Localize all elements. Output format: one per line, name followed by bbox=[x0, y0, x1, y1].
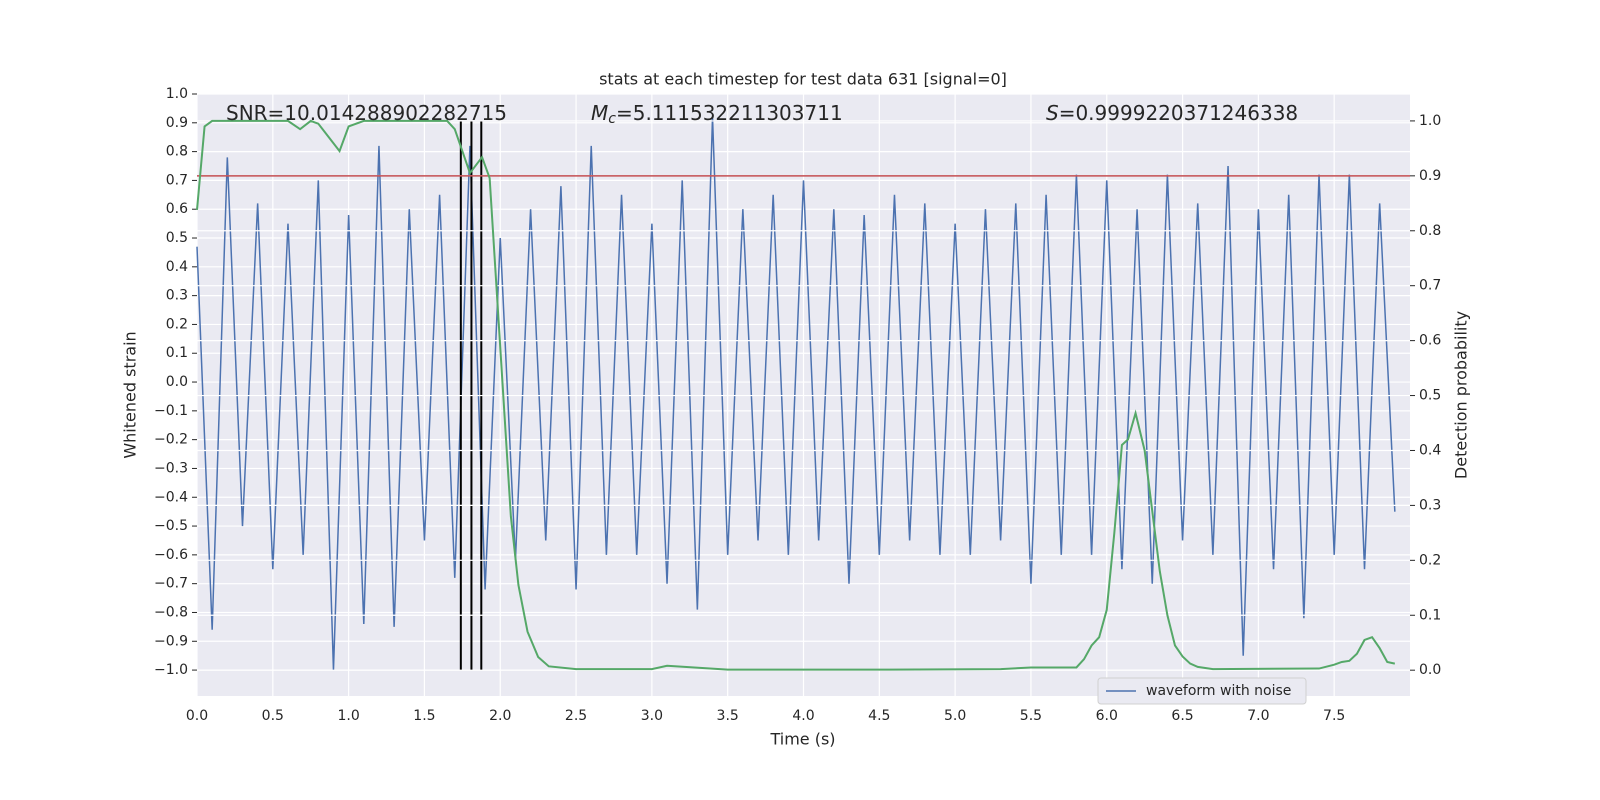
y2-tick-label: 0.2 bbox=[1419, 552, 1441, 568]
x-tick-label: 3.5 bbox=[717, 708, 739, 724]
y-tick-label: 0.0 bbox=[166, 374, 188, 390]
y-tick-label: 0.2 bbox=[166, 316, 188, 332]
x-tick-label: 5.0 bbox=[944, 708, 966, 724]
x-tick-label: 0.5 bbox=[262, 708, 284, 724]
x-tick-label: 4.0 bbox=[792, 708, 814, 724]
x-tick-label: 6.0 bbox=[1096, 708, 1118, 724]
legend-label: waveform with noise bbox=[1146, 683, 1291, 699]
x-tick-label: 7.5 bbox=[1323, 708, 1345, 724]
y-tick-label: 0.8 bbox=[166, 144, 188, 160]
y-tick-label: 0.7 bbox=[166, 172, 188, 188]
annotation-text: =5.111532211303711 bbox=[616, 101, 843, 125]
x-tick-label: 3.0 bbox=[641, 708, 663, 724]
y-tick-label: −0.4 bbox=[154, 489, 188, 505]
x-axis-label: Time (s) bbox=[769, 730, 835, 749]
x-tick-label: 7.0 bbox=[1247, 708, 1269, 724]
annotation-symbol: S bbox=[1046, 101, 1059, 125]
y-tick-label: −0.1 bbox=[154, 403, 188, 419]
x-tick-label: 2.0 bbox=[489, 708, 511, 724]
y2-axis-label: Detection probability bbox=[1452, 311, 1471, 479]
y2-tick-label: 0.7 bbox=[1419, 278, 1441, 294]
x-tick-label: 2.5 bbox=[565, 708, 587, 724]
y2-tick-label: 0.3 bbox=[1419, 497, 1441, 513]
y2-tick-label: 0.8 bbox=[1419, 223, 1441, 239]
chart-title: stats at each timestep for test data 631… bbox=[599, 70, 1007, 89]
y-tick-label: −0.2 bbox=[154, 432, 188, 448]
y-tick-label: 1.0 bbox=[166, 86, 188, 102]
y2-tick-label: 0.1 bbox=[1419, 607, 1441, 623]
legend-box bbox=[1097, 677, 1307, 705]
y2-tick-label: 0.4 bbox=[1419, 442, 1441, 458]
y-tick-label: 0.9 bbox=[166, 115, 188, 131]
y-tick-label: −0.8 bbox=[154, 604, 188, 620]
y-tick-label: 0.1 bbox=[166, 345, 188, 361]
probability-line bbox=[196, 119, 1396, 671]
annotation-subscript: c bbox=[608, 111, 616, 127]
waveform-line bbox=[196, 117, 1396, 671]
x-tick-label: 1.5 bbox=[413, 708, 435, 724]
y-tick-label: 0.6 bbox=[166, 201, 188, 217]
annotation: S=0.9999220371246338 bbox=[1046, 101, 1298, 125]
y2-tick-label: 0.0 bbox=[1419, 662, 1441, 678]
y-tick-label: −0.9 bbox=[154, 633, 188, 649]
y-tick-label: 0.5 bbox=[166, 230, 188, 246]
y-tick-label: −0.7 bbox=[154, 576, 188, 592]
y-tick-label: 0.4 bbox=[166, 259, 188, 275]
annotation: SNR=10.014288902282715 bbox=[226, 101, 507, 125]
annotation: Mc=5.111532211303711 bbox=[591, 101, 843, 128]
x-tick-label: 0.0 bbox=[186, 708, 208, 724]
y2-tick-label: 0.9 bbox=[1419, 168, 1441, 184]
y2-tick-label: 0.5 bbox=[1419, 388, 1441, 404]
y2-tick-label: 1.0 bbox=[1419, 113, 1441, 129]
x-tick-label: 4.5 bbox=[868, 708, 890, 724]
x-tick-label: 1.0 bbox=[337, 708, 359, 724]
y-tick-label: 0.3 bbox=[166, 288, 188, 304]
y2-tick-label: 0.6 bbox=[1419, 333, 1441, 349]
y-axis-label: Whitened strain bbox=[121, 331, 140, 458]
annotation-symbol: M bbox=[591, 101, 608, 125]
annotation-text: SNR=10.014288902282715 bbox=[226, 101, 507, 125]
annotation-text: =0.9999220371246338 bbox=[1059, 101, 1298, 125]
y-tick-label: −1.0 bbox=[154, 662, 188, 678]
y-tick-label: −0.6 bbox=[154, 547, 188, 563]
x-tick-label: 6.5 bbox=[1171, 708, 1193, 724]
y-tick-label: −0.5 bbox=[154, 518, 188, 534]
x-tick-label: 5.5 bbox=[1020, 708, 1042, 724]
y-tick-label: −0.3 bbox=[154, 460, 188, 476]
